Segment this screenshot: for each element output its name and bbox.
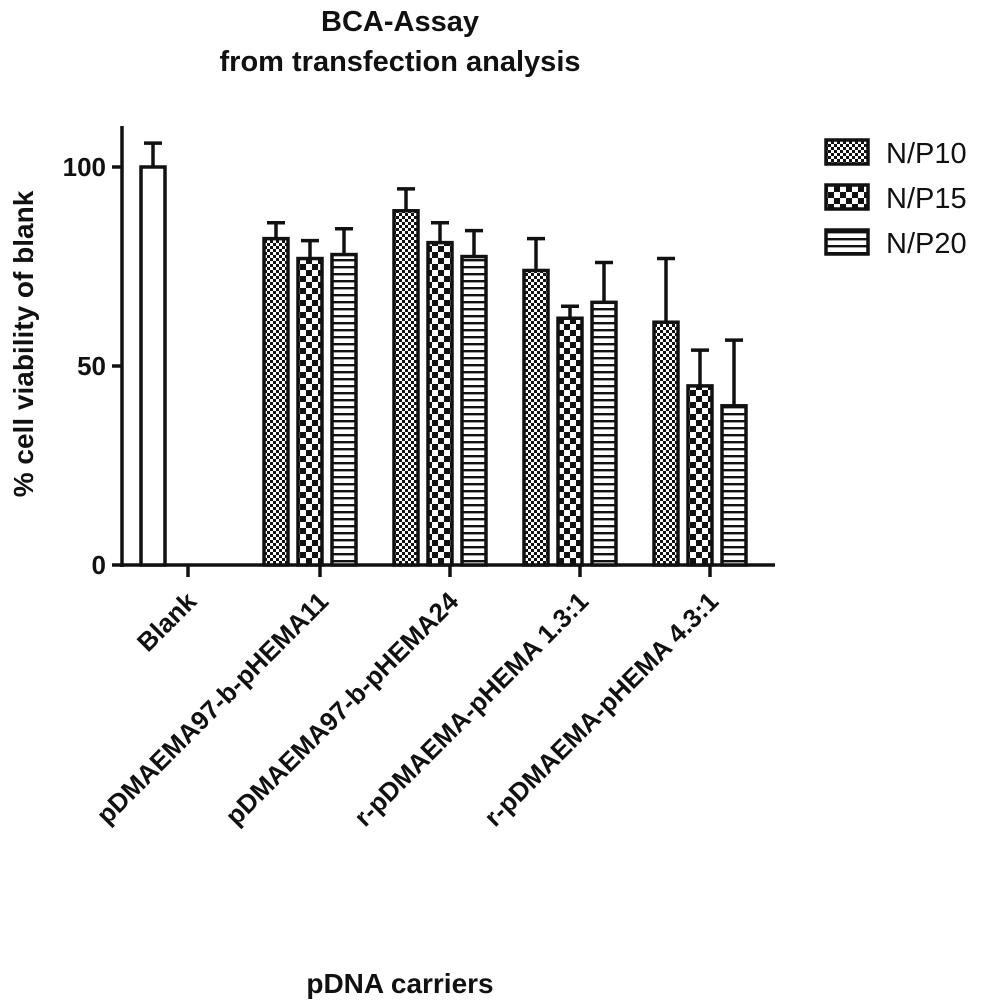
y-tick-label-0: 0 (92, 550, 106, 580)
x-axis-label: pDNA carriers (306, 968, 493, 999)
bar-np20-cat4 (720, 404, 748, 567)
y-axis-label: % cell viability of blank (8, 190, 39, 497)
bar-np10-cat4 (652, 320, 680, 567)
bars (139, 141, 748, 567)
bar-np20-cat1 (330, 252, 358, 567)
bar-np10-cat2 (392, 209, 420, 567)
bar-np15-cat3 (556, 316, 584, 567)
y-tick-label-100: 100 (63, 152, 106, 182)
legend-swatch-2 (824, 228, 870, 256)
bar-blank (139, 165, 167, 567)
legend-swatch-0 (824, 138, 870, 166)
category-label-2: pDMAEMA97-b-pHEMA24 (219, 586, 464, 831)
category-label-4: r-pDMAEMA-pHEMA 4.3:1 (478, 586, 724, 832)
legend-label-1: N/P15 (886, 183, 967, 215)
category-labels: BlankpDMAEMA97-b-pHEMA11pDMAEMA97-b-pHEM… (90, 586, 724, 833)
y-tick-label-50: 50 (77, 351, 106, 381)
chart-subtitle: from transfection analysis (220, 46, 581, 78)
legend-label-0: N/P10 (886, 138, 967, 170)
chart-title: BCA-Assay (321, 6, 479, 38)
legend-swatch-1 (824, 183, 870, 211)
bar-np10-cat1 (262, 236, 290, 567)
legend-label-2: N/P20 (886, 228, 967, 260)
legend: N/P10 N/P15 N/P20 (824, 138, 967, 260)
bar-np15-cat2 (426, 240, 454, 567)
bar-np15-cat4 (686, 384, 714, 567)
category-label-3: r-pDMAEMA-pHEMA 1.3:1 (348, 586, 594, 832)
bar-np10-cat3 (522, 268, 550, 567)
category-label-0: Blank (131, 586, 203, 658)
bar-np20-cat2 (460, 254, 488, 567)
category-label-1: pDMAEMA97-b-pHEMA11 (90, 586, 334, 830)
bar-np20-cat3 (590, 300, 618, 567)
bar-np15-cat1 (296, 256, 324, 567)
